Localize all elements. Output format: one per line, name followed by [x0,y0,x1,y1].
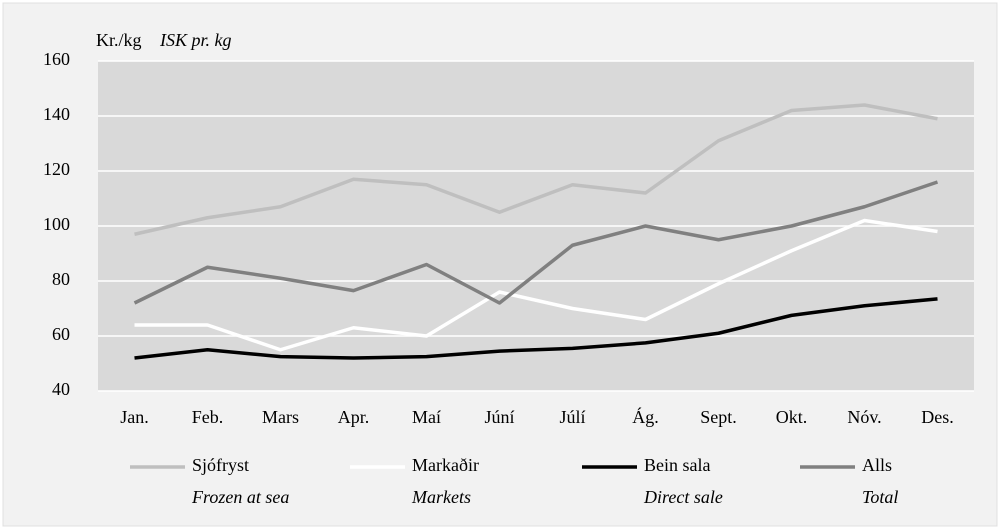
x-tick-label: Okt. [776,407,808,427]
series-line [134,297,938,360]
y-axis-label-en: ISK pr. kg [159,30,232,50]
y-tick-label: 120 [43,159,70,179]
x-tick-label: Feb. [192,407,224,427]
legend-label: Alls [862,455,892,475]
y-tick-label: 140 [43,104,70,124]
x-tick-label: Apr. [338,407,370,427]
y-tick-label: 160 [43,49,70,69]
x-tick-label: Jan. [120,407,149,427]
series-line [133,180,939,305]
y-tick-label: 100 [43,214,70,234]
legend-sublabel: Markets [411,487,471,507]
x-tick-label: Júní [484,407,514,427]
x-tick-label: Des. [921,407,954,427]
legend-sublabel: Direct sale [643,487,723,507]
y-tick-label: 80 [52,269,70,289]
series-line [134,103,938,236]
x-tick-label: Júlí [559,407,585,427]
legend-label: Bein sala [644,455,710,475]
legend-label: Markaðir [412,455,479,475]
x-tick-label: Nóv. [847,407,881,427]
x-tick-label: Maí [412,407,441,427]
legend-sublabel: Total [862,487,898,507]
y-axis-label: Kr./kg [96,30,142,50]
y-tick-label: 40 [52,379,70,399]
x-tick-label: Ág. [632,406,659,427]
x-tick-label: Mars [262,407,299,427]
legend-sublabel: Frozen at sea [191,487,289,507]
x-tick-label: Sept. [700,407,737,427]
legend-label: Sjófryst [192,455,249,475]
y-tick-label: 60 [52,324,70,344]
series-line [134,218,938,352]
